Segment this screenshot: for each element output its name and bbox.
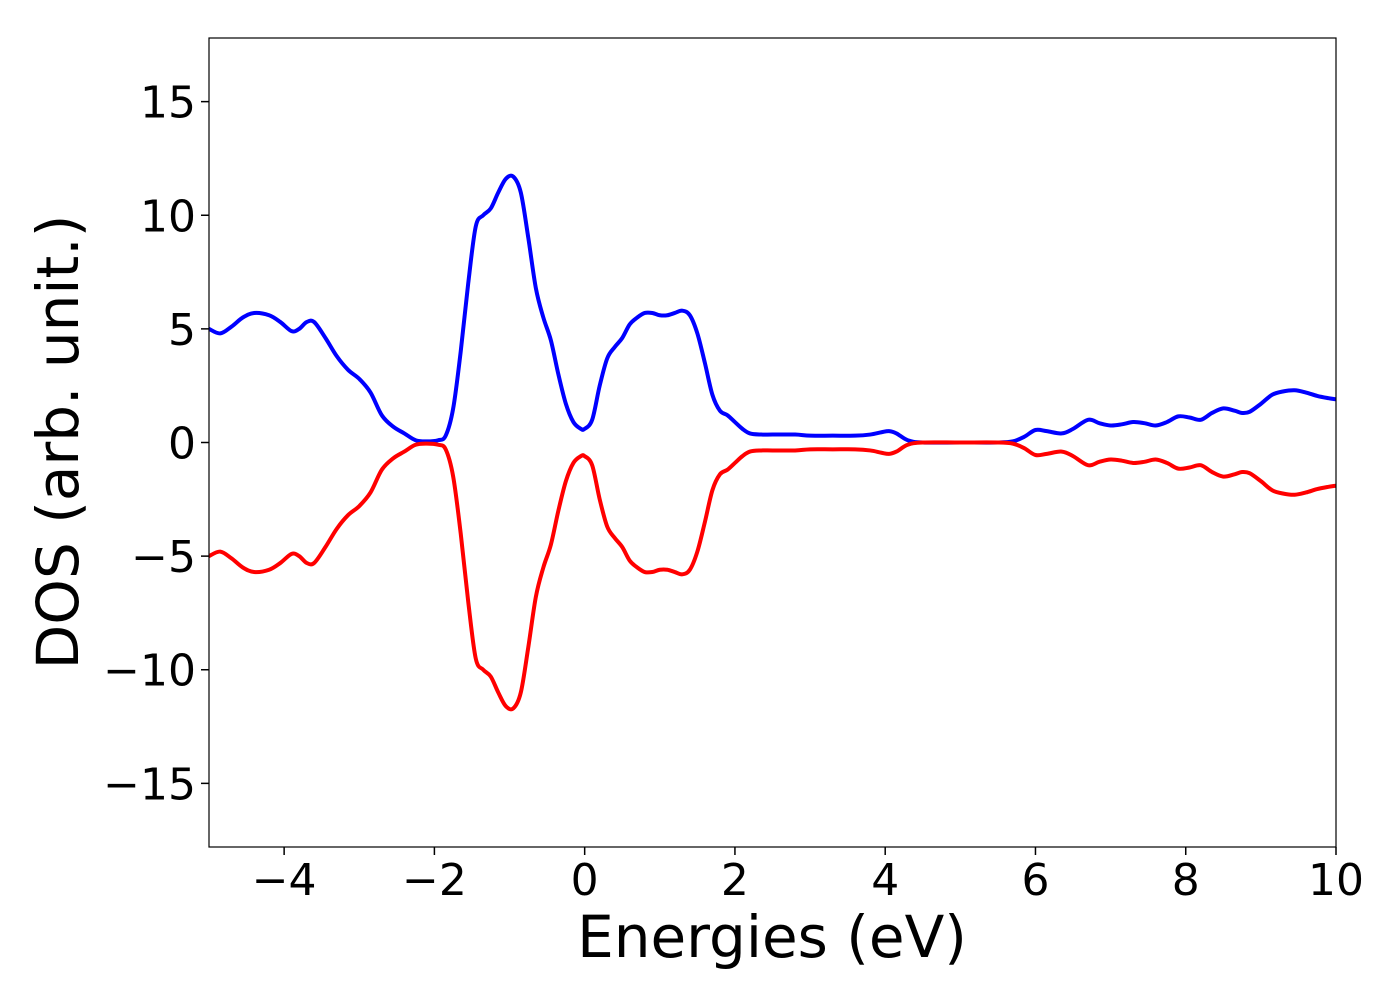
y-tick-label: 10 <box>140 191 196 242</box>
y-tick-label: 0 <box>168 419 196 470</box>
y-tick-label: −15 <box>103 759 196 810</box>
x-tick-label: 10 <box>1308 855 1364 906</box>
y-tick-label: −5 <box>131 532 196 583</box>
x-tick-label: 2 <box>721 855 749 906</box>
y-tick-label: −10 <box>103 646 196 697</box>
series-line-1 <box>209 173 1336 445</box>
y-tick-label: 5 <box>168 305 196 356</box>
series-line-2 <box>209 440 1336 712</box>
series-layer <box>209 173 1336 712</box>
y-axis: −15 −10 −5 0 5 10 15 <box>103 78 209 810</box>
x-tick-label: −2 <box>402 855 467 906</box>
x-tick-label: 8 <box>1172 855 1200 906</box>
x-axis-label: Energies (eV) <box>577 903 967 971</box>
y-axis-label: DOS (arb. unit.) <box>24 215 92 670</box>
y-tick-label: 15 <box>140 78 196 129</box>
x-tick-label: 0 <box>571 855 599 906</box>
x-tick-label: −4 <box>252 855 317 906</box>
x-tick-label: 4 <box>871 855 899 906</box>
x-tick-label: 6 <box>1021 855 1049 906</box>
x-axis: −4 −2 0 2 4 6 8 10 <box>252 847 1364 906</box>
